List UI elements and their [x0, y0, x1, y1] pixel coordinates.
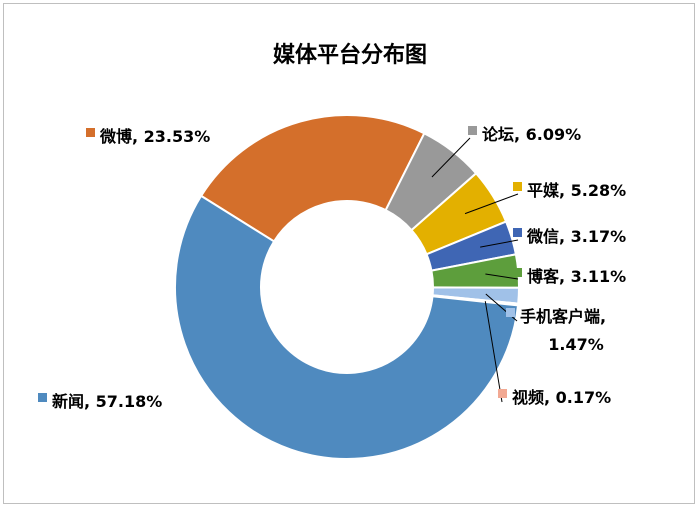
slice-微博 — [199, 114, 426, 243]
label-swatch-微信 — [513, 228, 522, 237]
label-swatch-新闻 — [38, 393, 47, 402]
leader-line-博客 — [485, 273, 519, 280]
label-swatch-博客 — [513, 268, 522, 277]
label-swatch-手机客户端 — [506, 308, 515, 317]
data-label-新闻: 新闻, 57.18% — [52, 392, 162, 411]
leader-line-平媒 — [464, 193, 519, 215]
data-label-微信: 微信, 3.17% — [526, 227, 626, 246]
data-label-平媒: 平媒, 5.28% — [527, 181, 626, 200]
leader-line-视频 — [484, 301, 503, 403]
label-swatch-平媒 — [513, 182, 522, 191]
data-label-line2-手机客户端: 1.47% — [548, 335, 604, 354]
data-label-论坛: 论坛, 6.09% — [482, 125, 581, 144]
data-label-手机客户端: 手机客户端, — [520, 307, 606, 326]
leader-line-微信 — [480, 239, 519, 248]
data-label-微博: 微博, 23.53% — [99, 127, 210, 146]
label-swatch-视频 — [498, 389, 507, 398]
slice-新闻 — [174, 194, 520, 460]
leader-line-论坛 — [431, 137, 471, 178]
label-swatch-论坛 — [468, 126, 477, 135]
data-label-博客: 博客, 3.11% — [527, 267, 626, 286]
data-label-视频: 视频, 0.17% — [512, 388, 611, 407]
chart-title: 媒体平台分布图 — [273, 42, 427, 68]
donut-chart: 媒体平台分布图 微博, 23.53% 论坛, 6.09% 平媒, 5.28% 微信, … — [38, 42, 626, 460]
chart-frame: 媒体平台分布图 微博, 23.53% 论坛, 6.09% 平媒, 5.28% 微信, … — [3, 3, 695, 504]
label-swatch-微博 — [86, 128, 95, 137]
